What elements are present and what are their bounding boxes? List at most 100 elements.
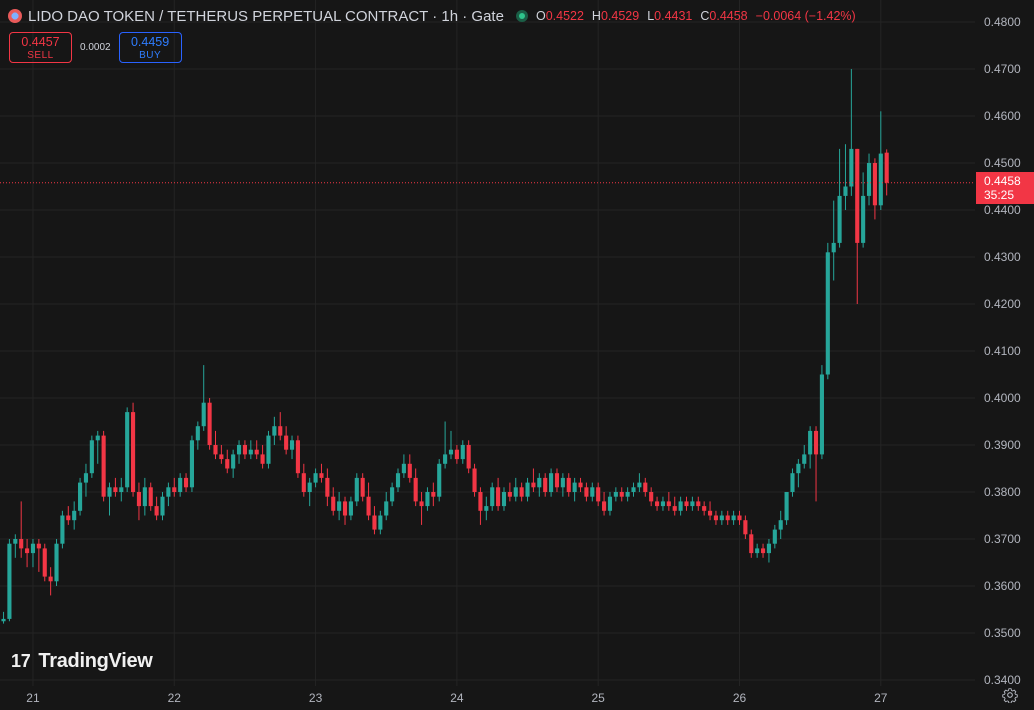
candle-body — [578, 482, 583, 488]
candle-body — [225, 459, 230, 469]
open-label: O — [535, 9, 546, 23]
candle-body — [731, 515, 736, 521]
time-axis[interactable]: 21 22 23 24 25 26 27 — [26, 691, 887, 705]
time-tick-label: 22 — [168, 691, 182, 705]
close-label: C — [700, 9, 710, 23]
candle-body — [131, 412, 136, 492]
candle-body — [484, 506, 489, 511]
candle-body — [425, 492, 430, 507]
tradingview-logo-text: TradingView — [38, 650, 153, 672]
candle-body — [713, 515, 719, 521]
symbol-title[interactable]: LIDO DAO TOKEN / TETHERUS PERPETUAL CONT… — [28, 7, 504, 25]
candle-body — [148, 487, 153, 507]
candle-body — [413, 477, 418, 502]
candle-body — [825, 252, 830, 375]
candle-body — [866, 163, 872, 196]
candle-body — [419, 501, 424, 507]
candle-body — [637, 482, 642, 488]
candle-body — [749, 534, 754, 554]
candle-body — [231, 454, 236, 469]
candle-body — [778, 520, 783, 530]
candle-body — [254, 449, 259, 455]
candle-body — [295, 440, 300, 474]
candle-body — [390, 487, 395, 502]
candle-body — [790, 473, 795, 492]
candle-body — [154, 506, 159, 516]
candle-body — [366, 496, 371, 516]
candle-body — [478, 492, 483, 511]
candle-body — [660, 501, 666, 507]
candle-body — [655, 501, 660, 507]
candle-body — [537, 477, 542, 488]
candle-body — [42, 548, 47, 577]
price-tick-label: 0.3600 — [984, 579, 1021, 593]
candle-body — [572, 482, 577, 492]
candle-body — [125, 412, 130, 488]
spread-value: 0.0002 — [80, 42, 111, 53]
sell-button[interactable]: 0.4457 SELL — [9, 32, 72, 63]
candle-body — [30, 543, 36, 554]
candle-body — [142, 487, 147, 507]
candle-body — [260, 454, 265, 464]
candle-body — [83, 473, 89, 483]
time-tick-label: 24 — [450, 691, 464, 705]
candle-body — [460, 445, 465, 460]
candle-body — [543, 477, 548, 492]
candle-body — [301, 473, 306, 492]
time-tick-label: 25 — [592, 691, 606, 705]
price-tick-label: 0.3400 — [984, 673, 1021, 687]
candle-body — [796, 463, 801, 474]
candle-body — [101, 435, 106, 497]
candle-body — [496, 487, 501, 507]
candle-body — [166, 487, 171, 497]
candle-body — [590, 487, 595, 497]
candle-body — [566, 477, 571, 492]
candle-body — [13, 539, 18, 544]
candle-body — [872, 163, 877, 206]
candle-body — [178, 477, 183, 492]
tradingview-logo-icon: 17 — [11, 651, 31, 671]
candle-body — [66, 515, 71, 521]
candle-body — [619, 492, 624, 497]
trade-buttons: 0.4457 SELL 0.0002 0.4459 BUY — [9, 32, 182, 63]
candle-body — [878, 153, 883, 206]
candle-body — [183, 477, 189, 488]
symbol-logo-icon — [8, 9, 22, 23]
candle-body — [625, 492, 630, 497]
close-value: 0.4458 — [709, 9, 748, 23]
candle-body — [525, 482, 530, 497]
market-status-icon — [515, 10, 528, 22]
candle-body — [342, 501, 348, 516]
candle-body — [284, 435, 289, 450]
candle-body — [160, 496, 165, 516]
candle-body — [384, 501, 389, 516]
price-tick-label: 0.4100 — [984, 344, 1021, 358]
buy-price: 0.4459 — [130, 35, 170, 49]
candle-body — [319, 473, 324, 478]
candle-body — [513, 487, 518, 497]
high-value: 0.4529 — [600, 9, 640, 23]
time-tick-label: 26 — [733, 691, 747, 705]
candle-body — [831, 242, 836, 253]
price-axis[interactable]: 0.3400 0.3500 0.3600 0.3700 0.3800 0.3900 0.40… — [984, 15, 1021, 687]
candle-body — [554, 473, 560, 488]
price-tick-label: 0.3500 — [984, 626, 1021, 640]
candle-body — [54, 543, 59, 582]
candle-body — [407, 463, 412, 478]
tradingview-logo[interactable]: 17 TradingView — [11, 650, 153, 673]
buy-button[interactable]: 0.4459 BUY — [118, 32, 182, 63]
candle-body — [278, 426, 283, 436]
candle-body — [472, 468, 477, 492]
candle-body — [195, 426, 200, 441]
time-tick-label: 27 — [874, 691, 888, 705]
candle-body — [760, 548, 766, 554]
candle-body — [354, 477, 359, 502]
change-value: −0.0064 (−1.42%) — [755, 9, 856, 23]
price-tick-label: 0.4700 — [984, 62, 1021, 76]
candle-body — [802, 454, 807, 464]
candle-body — [448, 449, 454, 455]
candle-body — [702, 506, 707, 511]
gear-icon[interactable] — [1002, 687, 1018, 703]
price-tick-label: 0.4300 — [984, 250, 1021, 264]
